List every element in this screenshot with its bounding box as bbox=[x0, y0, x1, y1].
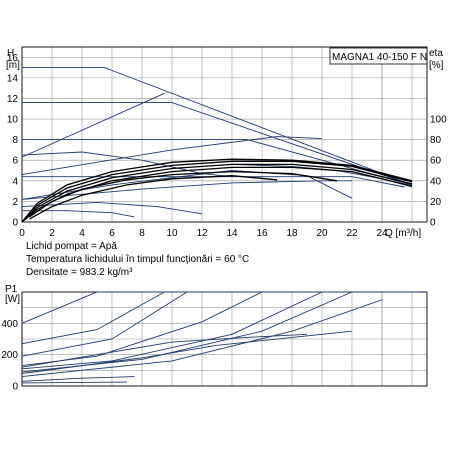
power-curve bbox=[21, 291, 420, 324]
flow-x-tick-label: 20 bbox=[316, 228, 328, 239]
flow-x-tick-label: 2 bbox=[49, 228, 55, 239]
head-y-tick-label: 16 bbox=[7, 53, 19, 64]
flow-x-tick-label: 10 bbox=[166, 228, 178, 239]
flow-x-tick-label: 8 bbox=[139, 228, 145, 239]
eta-axis-unit: [%] bbox=[429, 60, 444, 71]
eta-y2-tick-label: 0 bbox=[430, 218, 436, 229]
efficiency-curve bbox=[21, 160, 413, 223]
pump-head-curve bbox=[21, 180, 352, 200]
head-efficiency-curves bbox=[21, 67, 413, 223]
pump-head-curve bbox=[22, 176, 405, 188]
flow-x-tick-label: 12 bbox=[196, 228, 208, 239]
power-y-tick-label: 200 bbox=[1, 350, 18, 361]
power-curve bbox=[21, 381, 128, 384]
head-y-tick-label: 2 bbox=[12, 197, 18, 208]
head-chart-frame bbox=[21, 46, 428, 223]
power-curve bbox=[21, 333, 308, 368]
power-curve bbox=[21, 291, 353, 373]
flow-x-tick-label: 16 bbox=[256, 228, 268, 239]
head-y-tick-label: 6 bbox=[12, 156, 18, 167]
pump-head-curve bbox=[21, 201, 203, 215]
flow-axis-title: Q [m³/h] bbox=[385, 228, 421, 239]
head-y-tick-label: 14 bbox=[7, 73, 19, 84]
efficiency-curve bbox=[29, 170, 338, 218]
pump-head-curve bbox=[21, 151, 233, 178]
power-curve bbox=[21, 291, 323, 370]
eta-y2-tick-label: 20 bbox=[430, 197, 442, 208]
power-axis-title-unit: [W] bbox=[5, 294, 20, 305]
flow-x-tick-label: 6 bbox=[109, 228, 115, 239]
power-y-tick-label: 0 bbox=[12, 382, 18, 393]
fluid-info-line-3: Densitate = 983.2 kg/m³ bbox=[26, 267, 133, 278]
power-curve bbox=[21, 330, 353, 374]
power-y-tick-label: 400 bbox=[1, 319, 18, 330]
model-label-box bbox=[329, 47, 428, 65]
efficiency-curve bbox=[21, 163, 413, 223]
head-y-tick-label: 0 bbox=[12, 218, 18, 229]
power-chart-tick-labels: 0 200 400 bbox=[1, 319, 18, 393]
pump-head-curve bbox=[22, 67, 413, 186]
eta-y2-tick-label: 80 bbox=[430, 135, 442, 146]
eta-y2-tick-label: 40 bbox=[430, 176, 442, 187]
pump-head-curve bbox=[22, 102, 413, 186]
fluid-info-line-1: Lichid pompat = Apă bbox=[26, 241, 117, 252]
model-label: MAGNA1 40-150 F N bbox=[332, 52, 427, 63]
flow-x-tick-label: 0 bbox=[19, 228, 25, 239]
efficiency-curve bbox=[29, 175, 278, 220]
flow-x-tick-label: 22 bbox=[346, 228, 358, 239]
head-y-tick-label: 4 bbox=[12, 176, 18, 187]
pump-head-curve bbox=[21, 136, 323, 176]
power-axis-title-p1: P1 bbox=[5, 284, 18, 295]
pump-head-curve bbox=[22, 139, 413, 186]
power-curve bbox=[21, 299, 383, 378]
head-axis-title-h: H bbox=[7, 48, 14, 59]
head-y-tick-label: 12 bbox=[7, 94, 19, 105]
power-curve bbox=[21, 291, 188, 357]
efficiency-curve bbox=[21, 158, 413, 223]
head-y-tick-label: 10 bbox=[7, 115, 19, 126]
head-y-tick-label: 8 bbox=[12, 135, 18, 146]
pump-head-curve bbox=[21, 92, 165, 158]
fluid-info-line-2: Temperatura lichidului în timpul funcţio… bbox=[26, 254, 249, 265]
power-curves bbox=[21, 291, 420, 384]
eta-axis-title: eta bbox=[429, 48, 443, 59]
power-curve bbox=[21, 376, 135, 382]
head-chart-grid bbox=[21, 47, 427, 223]
flow-x-tick-label: 14 bbox=[226, 228, 238, 239]
eta-y2-tick-label: 60 bbox=[430, 156, 442, 167]
eta-y2-tick-label: 100 bbox=[430, 115, 447, 126]
flow-x-tick-label: 24 bbox=[376, 228, 388, 239]
head-axis-title-unit: [m] bbox=[6, 60, 20, 71]
power-curve bbox=[21, 291, 165, 345]
flow-x-tick-label: 18 bbox=[286, 228, 298, 239]
flow-x-tick-label: 4 bbox=[79, 228, 85, 239]
